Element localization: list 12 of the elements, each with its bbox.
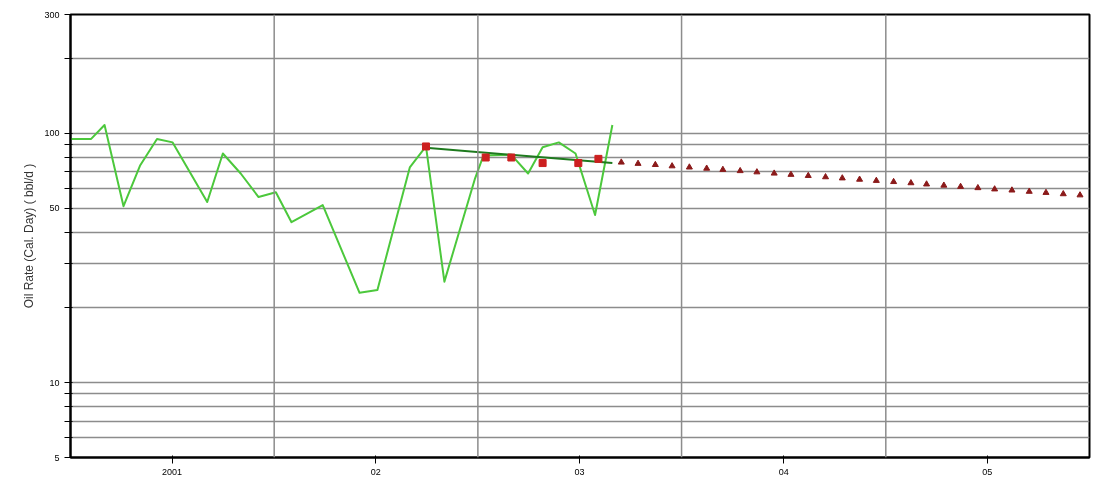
x-tick-label: 03 [574,466,585,477]
x-tick-label: 04 [778,466,789,477]
y-tick-label: 10 [49,377,60,388]
x-tick-label: 2001 [162,466,183,477]
y-tick-label: 50 [49,203,60,214]
y-tick-label: 5 [54,452,60,463]
line-series [70,124,614,294]
y-tick-label: 300 [44,9,60,20]
y-axis-title: Oil Rate (Cal. Day) ( bbl/d ) [22,163,37,309]
y-tick-label: 100 [44,128,60,139]
x-tick-label: 05 [982,466,993,477]
x-tick-label: 02 [370,466,381,477]
